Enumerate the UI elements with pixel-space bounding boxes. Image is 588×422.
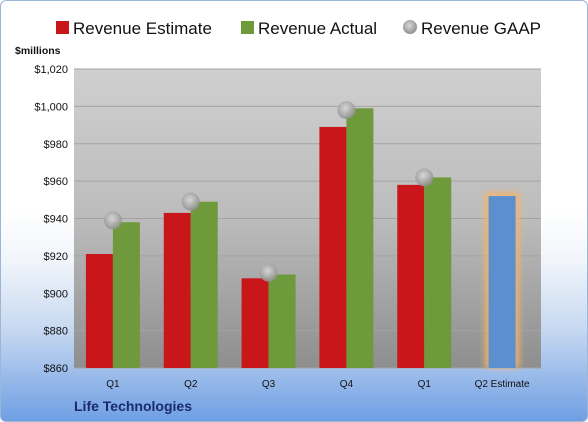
x-tick-label: Q1 — [106, 379, 120, 390]
forecast-bar — [488, 196, 516, 368]
x-tick-label: Q2 — [184, 379, 198, 390]
bar-actual — [112, 222, 140, 368]
gaap-markers — [103, 101, 434, 282]
gridlines — [74, 68, 541, 369]
gaap-marker — [181, 192, 200, 211]
y-tick-label: $960 — [44, 176, 68, 188]
chart-legend: Revenue Estimate Revenue Actual Revenue … — [56, 19, 541, 38]
y-tick-label: $1,020 — [34, 64, 68, 76]
x-axis-categories: Q1 Q2 Q3 Q4 Q1 Q2 Estimate — [106, 379, 530, 390]
gaap-marker — [337, 101, 356, 120]
legend-swatch-estimate — [56, 21, 69, 34]
y-tick-label: $900 — [44, 288, 68, 300]
bar-estimate — [319, 126, 347, 369]
company-name: Life Technologies — [74, 398, 192, 414]
legend-label-estimate: Revenue Estimate — [73, 19, 212, 38]
bar-estimate — [397, 184, 425, 368]
x-tick-label: Q1 — [418, 379, 432, 390]
y-tick-label: $860 — [44, 363, 68, 375]
bar-actual — [268, 274, 296, 368]
bar-actual — [346, 108, 374, 369]
bar-estimate — [241, 278, 269, 368]
x-tick-label: Q2 Estimate — [475, 379, 530, 390]
y-tick-label: $920 — [44, 251, 68, 263]
legend-label-actual: Revenue Actual — [258, 19, 377, 38]
y-tick-label: $880 — [44, 326, 68, 338]
bar-actual — [190, 201, 218, 368]
y-tick-label: $940 — [44, 214, 68, 226]
legend-label-gaap: Revenue GAAP — [421, 19, 541, 38]
gaap-marker — [415, 168, 434, 187]
y-axis-unit-label: $millions — [15, 45, 61, 57]
bar-actual — [424, 177, 452, 368]
legend-swatch-actual — [241, 21, 254, 34]
legend-swatch-gaap — [403, 20, 417, 34]
x-tick-label: Q3 — [262, 379, 276, 390]
y-tick-label: $980 — [44, 139, 68, 151]
bar-estimate — [85, 254, 113, 368]
x-tick-label: Q4 — [340, 379, 354, 390]
gaap-marker — [259, 263, 278, 282]
bar-estimate — [163, 212, 191, 368]
y-axis-ticks: $860 $880 $900 $920 $940 $960 $980 $1,000 $1,020 — [34, 64, 68, 375]
bars — [85, 108, 520, 369]
gaap-marker — [103, 211, 122, 230]
y-tick-label: $1,000 — [34, 101, 68, 113]
